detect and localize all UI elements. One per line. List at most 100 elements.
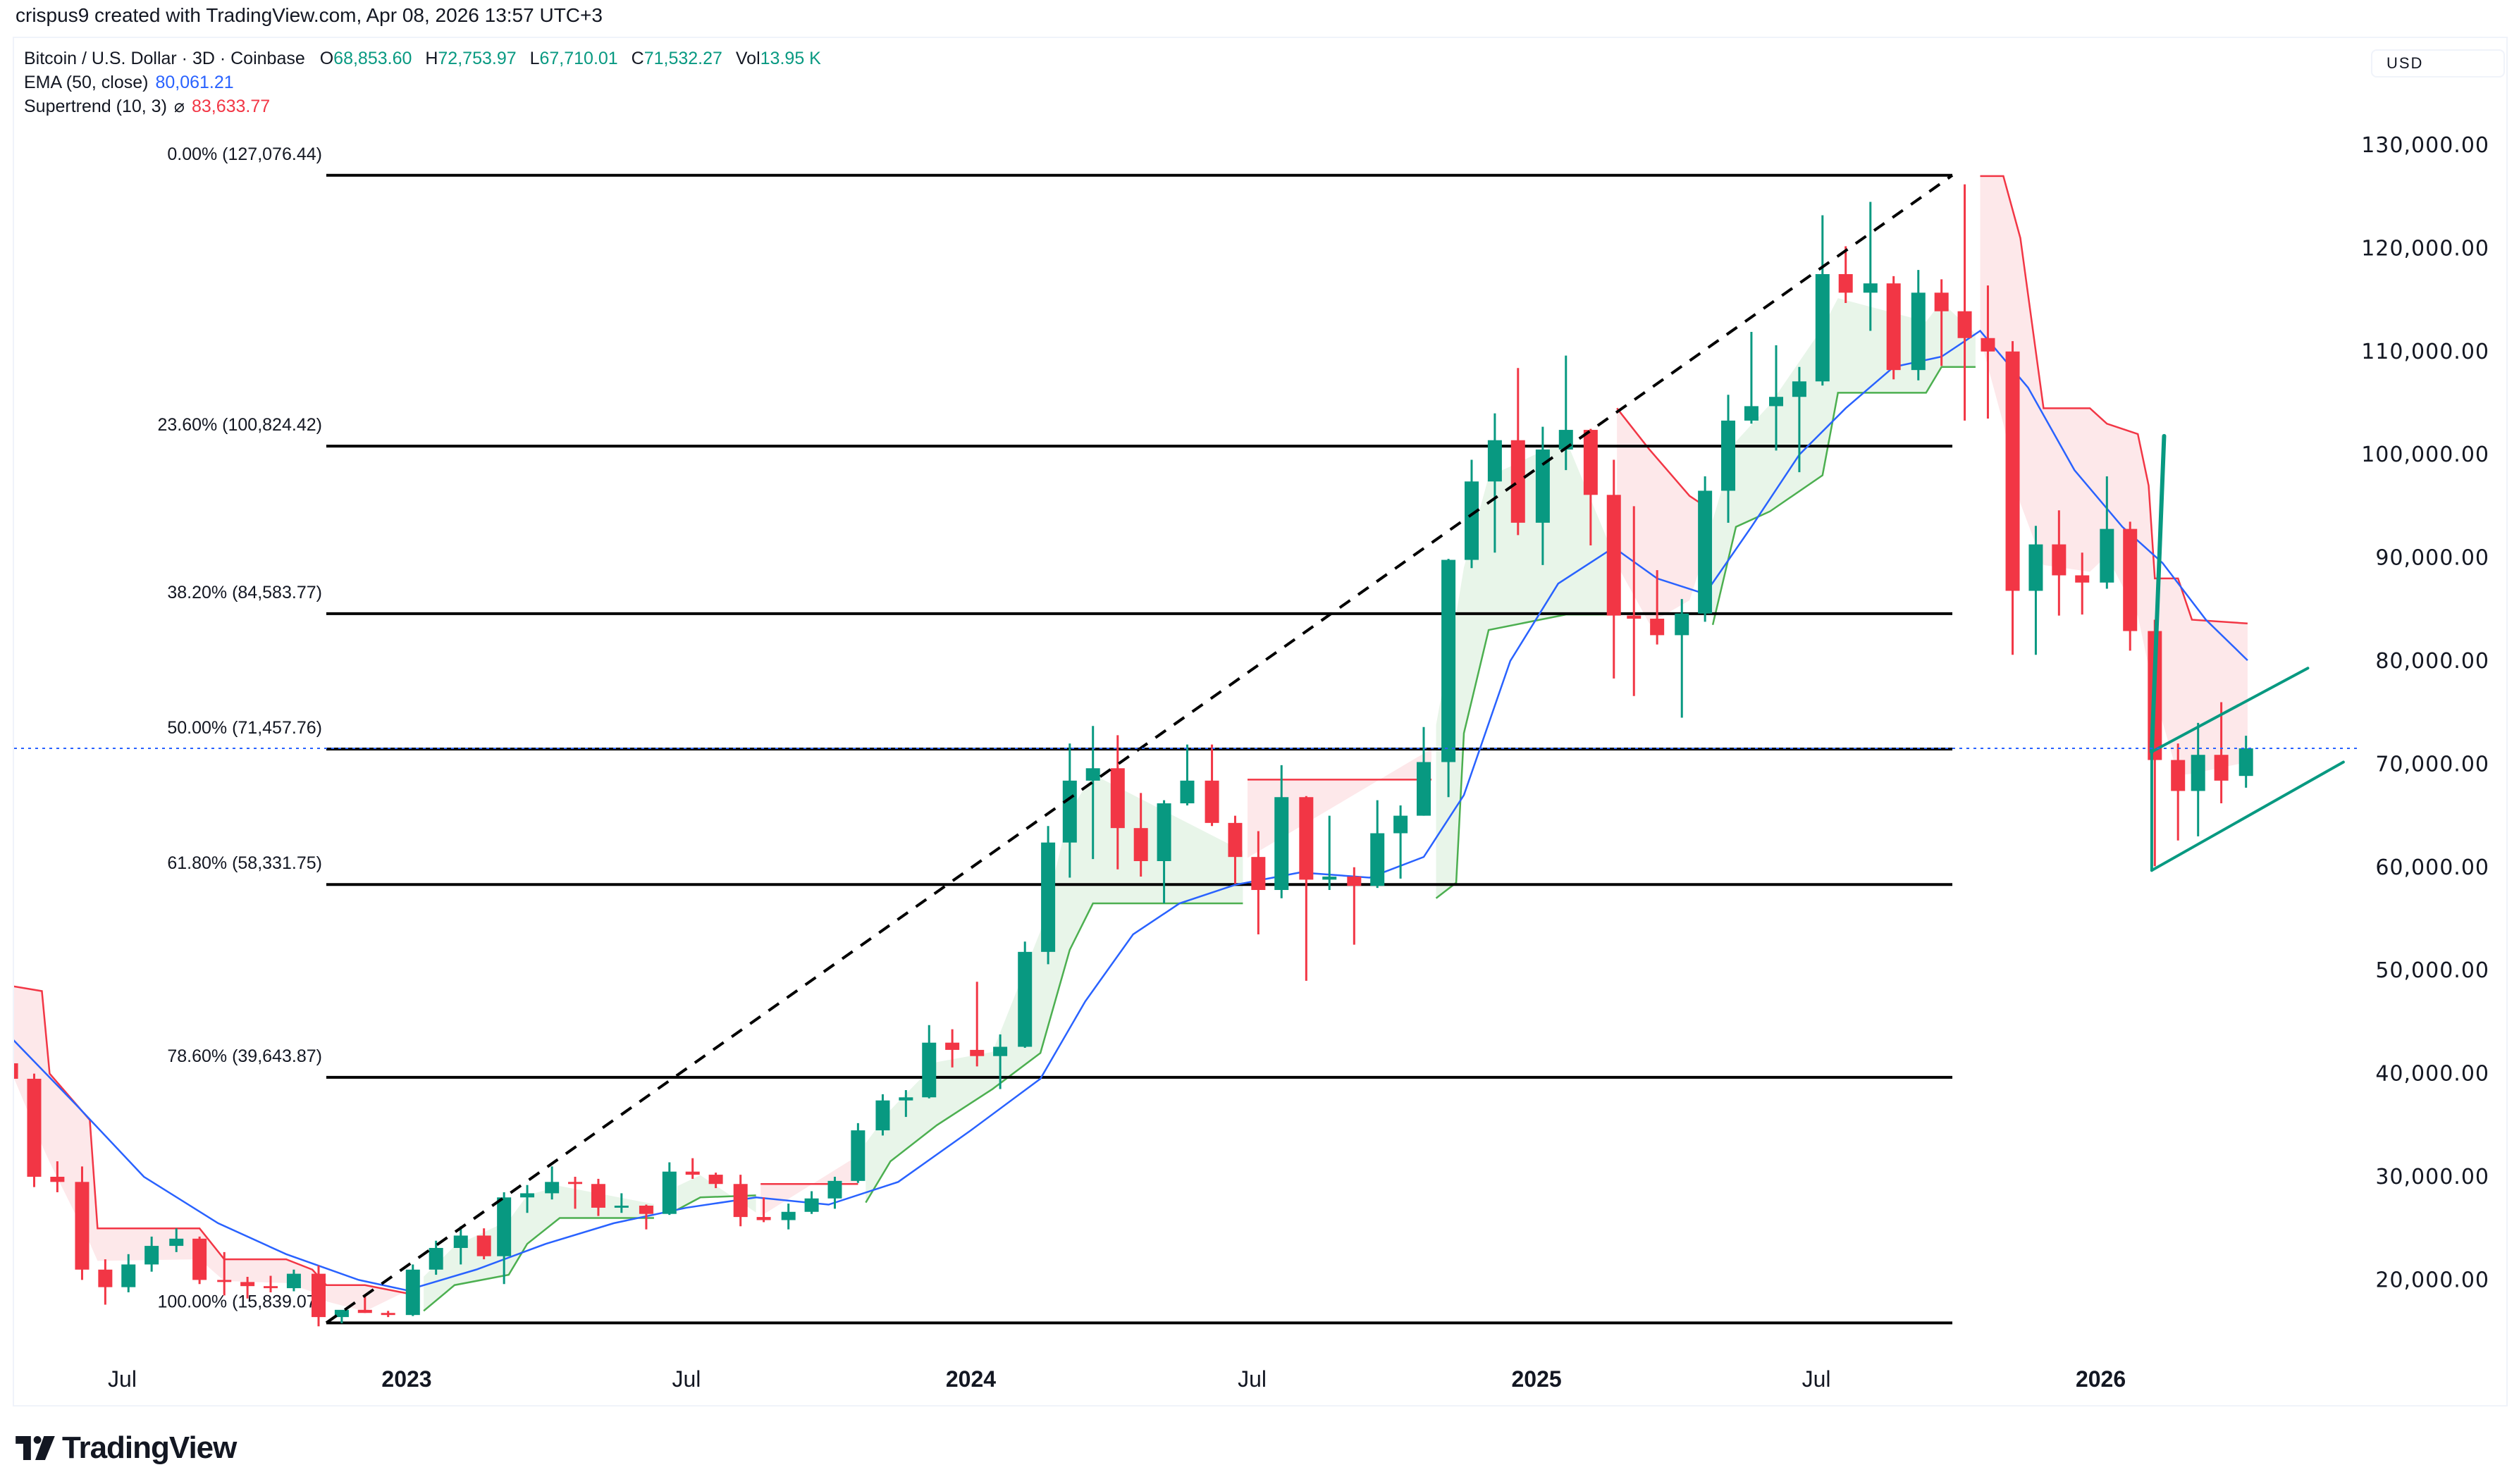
candle (1274, 765, 1289, 898)
candle (264, 1275, 278, 1292)
candle-body (639, 1205, 653, 1214)
candle (1792, 366, 1806, 473)
legend-open-label: O (319, 49, 334, 68)
candle-body (50, 1177, 65, 1182)
candle-body (2075, 575, 2090, 583)
candle (1535, 426, 1550, 565)
candle (1981, 285, 1995, 419)
candle (2052, 510, 2067, 616)
legend-ema-value: 80,061.21 (155, 73, 234, 92)
candle (75, 1166, 90, 1280)
candle (662, 1162, 677, 1216)
candle-body (851, 1130, 866, 1181)
candle-body (2123, 528, 2138, 631)
legend-close: 71,532.27 (643, 49, 722, 68)
supertrend-fill-up (677, 1175, 756, 1213)
candle-body (1957, 311, 1972, 338)
price-axis-label: 30,000.00 (2375, 1165, 2489, 1189)
diameter-icon: ⌀ (173, 97, 185, 116)
candle (381, 1311, 395, 1318)
legend-close-label: C (631, 49, 644, 68)
candle (405, 1264, 420, 1316)
candle-body (1487, 440, 1502, 482)
candle-body (2100, 528, 2114, 583)
price-axis-label: 70,000.00 (2375, 752, 2489, 777)
candle-body (311, 1273, 326, 1318)
fib-level-label: 50.00% (71,457.76) (167, 718, 322, 738)
candle-body (1886, 283, 1901, 371)
candle (591, 1178, 605, 1216)
candle-body (1110, 768, 1125, 829)
candle (970, 982, 985, 1067)
candle (1133, 793, 1148, 877)
candle (733, 1175, 748, 1227)
legend-symbol[interactable]: Bitcoin / U.S. Dollar · 3D · Coinbase (24, 49, 305, 68)
candle (286, 1269, 301, 1292)
tradingview-logo-text: TradingView (62, 1430, 237, 1465)
candle-body (1510, 440, 1525, 523)
candle-body (98, 1269, 113, 1287)
candle (945, 1029, 960, 1068)
candle-body (1393, 815, 1408, 834)
candle-body (1650, 618, 1665, 636)
price-axis-label: 100,000.00 (2361, 443, 2489, 467)
candle (1744, 331, 1759, 424)
candle-body (2028, 544, 2043, 591)
candle (1251, 831, 1266, 934)
candle-body (685, 1171, 700, 1175)
candle-body (497, 1197, 512, 1256)
price-axis-label: 90,000.00 (2375, 546, 2489, 571)
candle (334, 1309, 349, 1323)
legend-ema-row[interactable]: EMA (50, close) 80,061.21 (24, 70, 830, 94)
candle (1650, 570, 1665, 645)
candle (453, 1226, 468, 1265)
candle-body (1251, 857, 1266, 891)
time-axis-label: Jul (1802, 1366, 1831, 1392)
candle (1721, 395, 1736, 523)
candle (1863, 202, 1878, 331)
supertrend-fill-down (760, 1155, 858, 1216)
impulse-line (2149, 433, 2167, 754)
candle (804, 1191, 819, 1214)
supertrend-fill-down (1980, 175, 2248, 776)
candle (1769, 345, 1784, 451)
candle (2238, 736, 2253, 788)
price-axis-label: 80,000.00 (2375, 649, 2489, 674)
candle-body (545, 1182, 560, 1194)
legend-vol: 13.95 K (760, 49, 821, 68)
candle-body (1205, 780, 1219, 823)
tradingview-logo[interactable]: TradingView (16, 1430, 237, 1466)
candle-body (1675, 613, 1689, 636)
candle (1698, 476, 1713, 622)
candle-body (1370, 833, 1385, 886)
legend-supertrend-row[interactable]: Supertrend (10, 3) ⌀ 83,633.77 (24, 94, 830, 118)
fib-level-label: 0.00% (127,076.44) (167, 144, 322, 164)
supertrend-line-up (865, 902, 1243, 1204)
supertrend-line-up (1711, 366, 1976, 626)
candle (922, 1025, 937, 1099)
candle-body (756, 1217, 771, 1220)
legend-high: 72,753.97 (438, 49, 517, 68)
candle-body (1322, 876, 1337, 880)
candle (2075, 552, 2090, 615)
currency-button[interactable]: USD (2371, 49, 2505, 78)
candle (98, 1259, 113, 1305)
candle-body (1157, 803, 1171, 862)
candle-body (945, 1042, 960, 1050)
candle (497, 1192, 512, 1285)
candle (1606, 459, 1621, 679)
candle (851, 1123, 866, 1183)
candle (2171, 743, 2186, 841)
fib-level-label: 100.00% (15,839.07) (157, 1292, 322, 1311)
fib-level-label: 23.60% (100,824.42) (157, 415, 322, 435)
candle (781, 1204, 796, 1230)
candle (1815, 215, 1830, 386)
candle (520, 1185, 535, 1213)
candle (1627, 506, 1642, 696)
candle-body (733, 1184, 748, 1218)
candle (708, 1173, 723, 1189)
candle-body (476, 1235, 491, 1256)
candle-body (1744, 406, 1759, 421)
supertrend-line-up (423, 1217, 654, 1312)
